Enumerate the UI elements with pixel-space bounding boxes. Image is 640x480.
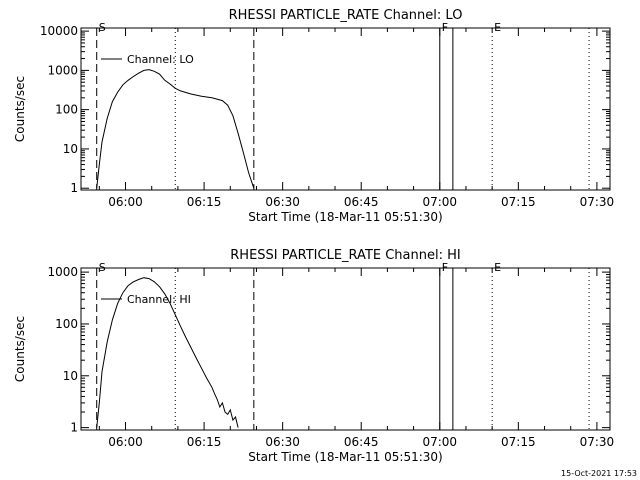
chart-panel-2: RHESSI PARTICLE_RATE Channel: HI Start Ti… bbox=[13, 248, 614, 464]
y-tick-label: 100 bbox=[55, 317, 78, 331]
y-tick-label: 1000 bbox=[47, 265, 78, 279]
legend-label: Channel: LO bbox=[127, 53, 194, 66]
y-tick-label: 10 bbox=[63, 369, 78, 383]
x-tick-label: 07:15 bbox=[501, 435, 536, 449]
plot-frame bbox=[80, 27, 611, 191]
x-tick-label: 06:45 bbox=[344, 195, 379, 209]
event-marker-label: S bbox=[99, 21, 106, 34]
footer-timestamp: 15-Oct-2021 17:53 bbox=[561, 469, 637, 478]
y-tick-label: 1 bbox=[70, 421, 78, 435]
x-tick-label: 06:45 bbox=[344, 435, 379, 449]
x-tick-label: 07:30 bbox=[580, 195, 615, 209]
x-tick-label: 07:00 bbox=[422, 195, 457, 209]
x-tick-label: 06:30 bbox=[265, 195, 300, 209]
y-tick-label: 10 bbox=[63, 142, 78, 156]
x-tick-label: 07:00 bbox=[422, 435, 457, 449]
event-marker-label: F bbox=[442, 261, 448, 274]
x-tick-label: 07:30 bbox=[580, 435, 615, 449]
y-axis-label: Counts/sec bbox=[13, 316, 27, 382]
x-axis-label: Start Time (18-Mar-11 05:51:30) bbox=[248, 210, 442, 224]
x-tick-label: 06:30 bbox=[265, 435, 300, 449]
y-tick-label: 100 bbox=[55, 103, 78, 117]
event-marker-label: S bbox=[99, 261, 106, 274]
y-tick-label: 1000 bbox=[47, 63, 78, 77]
x-tick-label: 06:00 bbox=[108, 435, 143, 449]
series-line-1 bbox=[96, 277, 239, 428]
chart-panel-1: RHESSI PARTICLE_RATE Channel: LO Start Ti… bbox=[13, 8, 614, 224]
y-tick-label: 1 bbox=[70, 181, 78, 195]
event-marker-label: E bbox=[494, 21, 501, 34]
x-axis-label: Start Time (18-Mar-11 05:51:30) bbox=[248, 450, 442, 464]
chart-title: RHESSI PARTICLE_RATE Channel: HI bbox=[230, 248, 460, 263]
y-tick-label: 10000 bbox=[40, 24, 78, 38]
series-line-1 bbox=[96, 69, 255, 189]
chart-title: RHESSI PARTICLE_RATE Channel: LO bbox=[229, 8, 463, 23]
event-marker-label: E bbox=[494, 261, 501, 274]
x-tick-label: 06:00 bbox=[108, 195, 143, 209]
x-tick-label: 06:15 bbox=[187, 195, 222, 209]
x-tick-label: 06:15 bbox=[187, 435, 222, 449]
plot-frame bbox=[80, 267, 611, 431]
legend-label: Channel: HI bbox=[127, 293, 191, 306]
y-axis-label: Counts/sec bbox=[13, 76, 27, 142]
event-marker-label: F bbox=[442, 21, 448, 34]
x-tick-label: 07:15 bbox=[501, 195, 536, 209]
